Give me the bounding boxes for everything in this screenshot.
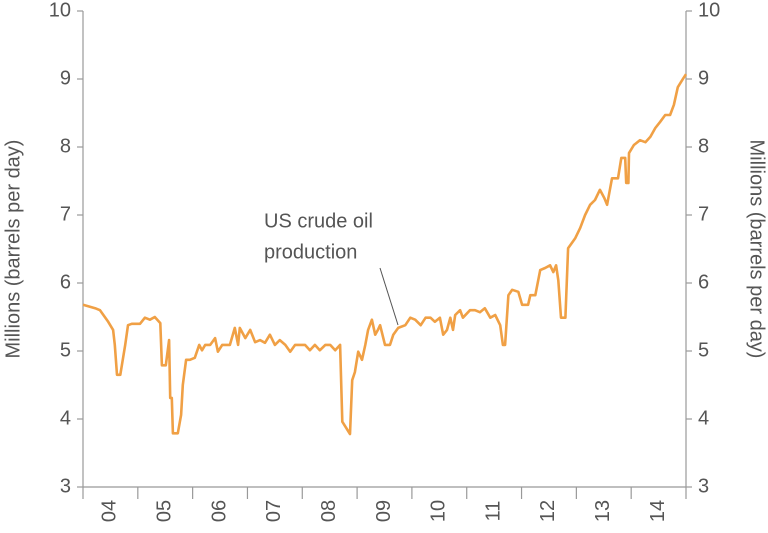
data-line — [82, 73, 688, 436]
y-axis-label: Millions (barrels per day) — [2, 140, 24, 359]
y2-tick-label: 10 — [698, 0, 720, 21]
y2-tick-label: 4 — [698, 407, 709, 429]
x-tick-label: 05 — [154, 500, 176, 522]
y-tick-label: 3 — [60, 475, 71, 497]
y2-tick-label: 8 — [698, 135, 709, 157]
x-tick-label: 10 — [428, 500, 450, 522]
y2-tick-label: 6 — [698, 271, 709, 293]
x-tick-label: 13 — [592, 500, 614, 522]
x-tick-label: 06 — [208, 500, 230, 522]
y2-tick-label: 3 — [698, 475, 709, 497]
y-tick-label: 8 — [60, 135, 71, 157]
x-tick-label: 11 — [482, 501, 504, 522]
y-tick-label: 10 — [49, 0, 71, 21]
x-tick-label: 08 — [318, 500, 340, 522]
x-tick-label: 09 — [373, 500, 395, 522]
y2-tick-label: 9 — [698, 67, 709, 89]
y2-tick-label: 7 — [698, 203, 709, 225]
y-tick-label: 6 — [60, 271, 71, 293]
y-tick-label: 7 — [60, 203, 71, 225]
x-tick-label: 04 — [99, 500, 121, 522]
y-tick-label: 9 — [60, 67, 71, 89]
y2-axis-label: Millions (barrels per day) — [746, 140, 768, 359]
annotation-leader — [379, 267, 399, 326]
y-tick-label: 5 — [60, 339, 71, 361]
x-tick-label: 14 — [647, 500, 669, 522]
y-tick-label: 4 — [60, 407, 71, 429]
y2-tick-label: 5 — [698, 339, 709, 361]
annotation: US crude oil — [264, 210, 373, 232]
x-tick-label: 12 — [537, 500, 559, 522]
x-tick-label: 07 — [263, 500, 285, 522]
annotation: production — [264, 241, 357, 263]
